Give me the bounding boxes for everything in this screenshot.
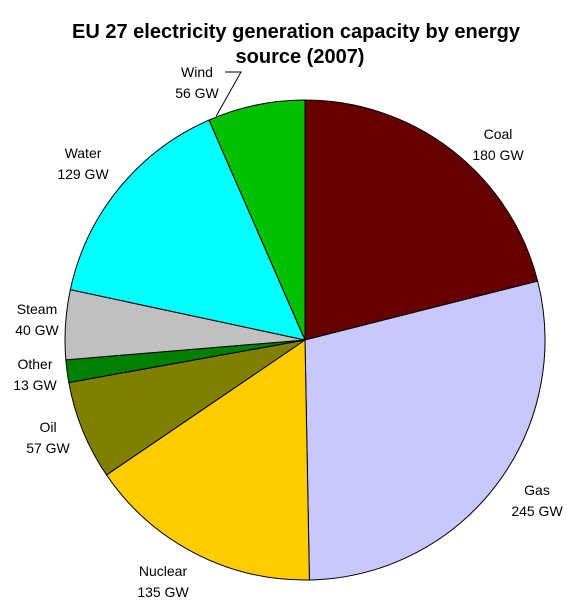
pie-slices <box>64 99 546 581</box>
slice-value-wind: 56 GW <box>175 85 219 101</box>
slice-value-water: 129 GW <box>57 166 109 182</box>
pie-slice-nuclear <box>105 339 310 581</box>
slice-value-steam: 40 GW <box>15 322 59 338</box>
slice-value-gas: 245 GW <box>511 503 563 519</box>
slice-label-water: Water <box>65 145 102 161</box>
chart-title-line-2: source (2007) <box>236 46 365 68</box>
slice-label-gas: Gas <box>524 482 550 498</box>
pie-slice-wind <box>208 99 306 341</box>
slice-value-other: 13 GW <box>13 377 57 393</box>
slice-label-other: Other <box>17 356 52 372</box>
slice-value-oil: 57 GW <box>26 440 70 456</box>
slice-labels: Coal 180 GW Gas 245 GW Nuclear 135 GW Oil 57 GW… <box>13 64 563 600</box>
leader-lines <box>215 71 242 117</box>
slice-label-coal: Coal <box>484 126 513 142</box>
slice-label-steam: Steam <box>17 301 57 317</box>
pie-slice-water <box>69 119 306 341</box>
slice-label-nuclear: Nuclear <box>139 563 188 579</box>
slice-label-oil: Oil <box>39 419 56 435</box>
slice-value-nuclear: 135 GW <box>137 584 189 600</box>
pie-slice-coal <box>304 99 539 341</box>
pie-slice-gas <box>304 280 546 581</box>
chart-title-line-1: EU 27 electricity generation capacity by… <box>72 21 521 43</box>
slice-label-wind: Wind <box>181 64 213 80</box>
slice-value-coal: 180 GW <box>472 147 524 163</box>
leader-line-wind <box>215 71 242 117</box>
